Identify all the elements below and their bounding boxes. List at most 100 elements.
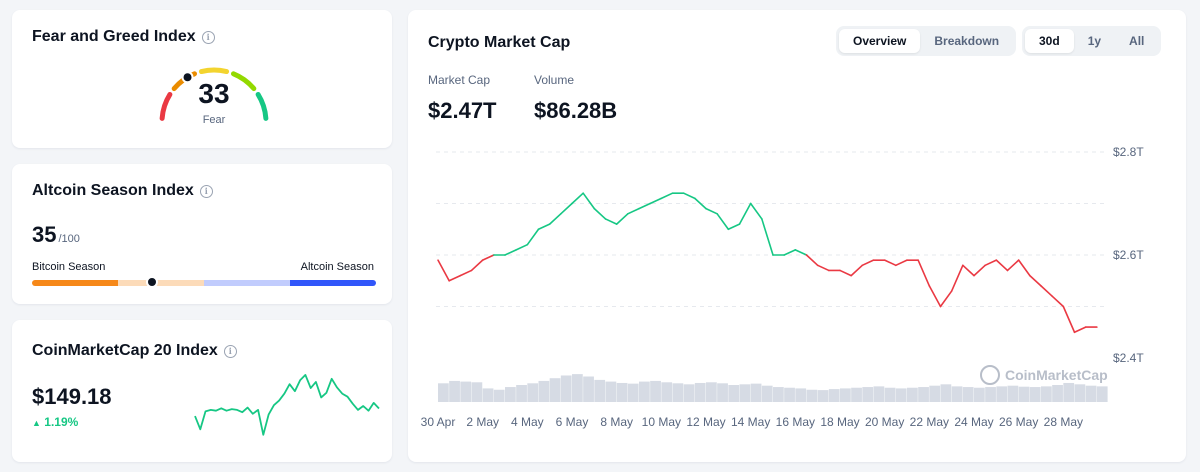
line-segment	[962, 264, 975, 277]
volume-bar	[706, 382, 717, 402]
line-segment	[459, 269, 473, 277]
volume-bar	[895, 388, 907, 402]
volume-bar	[1052, 385, 1063, 402]
fear-greed-gauge-arcs	[159, 67, 269, 121]
volume-bar	[929, 385, 941, 402]
volume-bar	[594, 379, 606, 402]
gauge-segment-5	[255, 91, 269, 121]
line-segment	[1017, 259, 1031, 277]
line-segment	[816, 264, 830, 272]
volume-bar	[471, 382, 483, 402]
volume-bar	[572, 374, 583, 402]
line-segment	[660, 192, 674, 200]
volume-bar	[661, 382, 673, 402]
altcoin-indicator-knob	[146, 276, 159, 288]
volume-bar	[460, 381, 472, 402]
volume-bar	[516, 385, 527, 402]
fear-greed-label: Fear	[202, 114, 226, 126]
volume-bar	[773, 387, 784, 402]
volume-bar	[627, 383, 639, 402]
cmc20-card[interactable]: CoinMarketCap 20 Index i $149.18 ▲ 1.19%	[12, 320, 392, 462]
gauge-segment-4	[230, 71, 257, 92]
altcoin-season-card[interactable]: Altcoin Season Index i 35/100 Bitcoin Se…	[12, 164, 392, 304]
market-cap-chart[interactable]: $2.8T $2.6T $2.4T 30 Apr 2 May 4 May 6 May 8 M…	[408, 140, 1186, 440]
y-tick-label: $2.8T	[1113, 145, 1144, 159]
bar-segment-4	[290, 280, 376, 286]
gauge-indicator	[181, 71, 194, 84]
volume-bar	[851, 387, 862, 402]
volume-bar	[761, 385, 773, 402]
fear-greed-value: 33	[198, 78, 230, 109]
altcoin-score: 35/100	[32, 222, 80, 248]
volume-bar	[840, 388, 851, 402]
line-segment	[694, 197, 707, 210]
line-segment	[1040, 285, 1053, 297]
line-segment	[895, 259, 908, 267]
range-all[interactable]: All	[1129, 34, 1145, 48]
volume-bar	[683, 384, 695, 402]
volume-bar	[438, 383, 449, 402]
bitcoin-season-label: Bitcoin Season	[32, 261, 106, 273]
line-segment	[850, 264, 864, 277]
x-tick-label: 14 May	[731, 415, 770, 429]
x-tick-label: 16 May	[776, 415, 815, 429]
volume-bar	[549, 378, 561, 402]
line-segment	[917, 259, 931, 287]
caret-up-icon: ▲	[32, 418, 41, 428]
x-tick-label: 28 May	[1044, 415, 1083, 429]
line-segment	[950, 264, 964, 292]
volume-bar	[1074, 384, 1086, 402]
line-segment	[1051, 295, 1065, 308]
line-segment	[571, 192, 584, 205]
fear-greed-card[interactable]: Fear and Greed Index i 33 Fear	[12, 10, 392, 148]
line-segment	[593, 207, 607, 220]
line-segment	[604, 218, 618, 225]
line-segment	[928, 285, 942, 308]
line-segment	[481, 254, 495, 261]
line-segment	[448, 274, 462, 282]
info-icon[interactable]: i	[201, 30, 215, 44]
tab-breakdown[interactable]: Breakdown	[934, 34, 1000, 48]
fear-greed-title-row: Fear and Greed Index i	[32, 28, 372, 46]
volume-bar	[482, 388, 494, 402]
line-segment	[727, 223, 741, 231]
volume-bar	[1063, 382, 1075, 402]
volume-bar	[650, 380, 661, 402]
volume-bar	[493, 389, 505, 402]
volume-bar	[884, 387, 896, 402]
market-cap-label: Market Cap	[428, 73, 491, 87]
gauge-segment-1	[159, 91, 173, 121]
range-1y[interactable]: 1y	[1087, 34, 1102, 48]
volume-bar	[583, 376, 594, 402]
volume-bar	[728, 385, 740, 402]
altcoin-value: 35	[32, 222, 57, 247]
volume-bar	[717, 383, 728, 402]
x-tick-label: 12 May	[686, 415, 725, 429]
line-segment	[515, 243, 529, 251]
info-icon[interactable]: i	[199, 184, 213, 198]
line-segment	[682, 192, 696, 200]
info-icon[interactable]: i	[223, 344, 237, 358]
volume-bar	[951, 386, 963, 402]
volume-bar	[750, 383, 762, 402]
line-segment	[805, 254, 819, 267]
line-segment	[995, 259, 1009, 272]
volume-bar	[1029, 387, 1041, 402]
volume-bar	[940, 384, 952, 402]
range-30d[interactable]: 30d	[1025, 29, 1074, 53]
x-tick-label: 24 May	[954, 415, 993, 429]
line-segment	[1006, 259, 1020, 272]
tab-overview[interactable]: Overview	[839, 29, 921, 53]
fear-greed-title: Fear and Greed Index	[32, 28, 196, 45]
line-segment	[649, 197, 663, 205]
x-tick-label: 6 May	[556, 415, 589, 429]
volume-bar	[784, 387, 795, 402]
line-segment	[638, 202, 651, 210]
volume-bar	[672, 383, 684, 402]
line-segment	[783, 249, 797, 256]
volume-bar	[862, 387, 874, 402]
volume-label: Volume	[534, 73, 575, 87]
x-tick-label: 26 May	[999, 415, 1038, 429]
altcoin-title: Altcoin Season Index	[32, 182, 194, 199]
line-segment	[582, 192, 596, 210]
